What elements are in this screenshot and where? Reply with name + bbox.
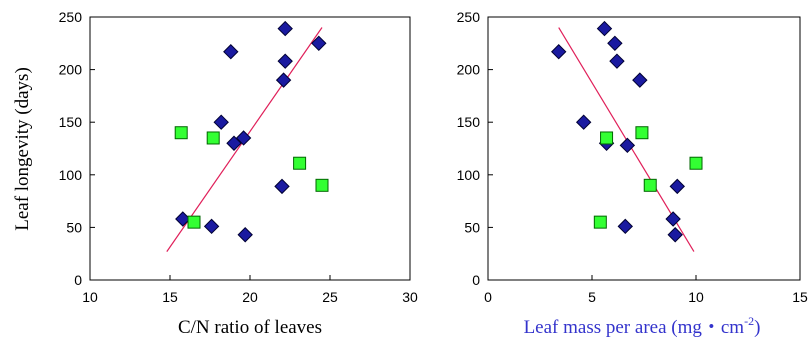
- data-point-diamond: [277, 20, 293, 37]
- y-tick-label: 0: [472, 272, 480, 288]
- data-point-diamond: [213, 114, 229, 130]
- x-tick-label: 20: [242, 289, 258, 305]
- data-point-diamond: [203, 218, 220, 235]
- data-point-diamond: [665, 211, 681, 227]
- y-tick-label: 0: [74, 272, 82, 288]
- data-point-diamond: [551, 44, 567, 60]
- chart-left: 0 50 100 150 200 250 10 15 20 25 30: [59, 9, 418, 305]
- x-axis-title-right: Leaf mass per area (mg・cm-2): [524, 314, 761, 338]
- data-point-square: [187, 215, 201, 229]
- data-point-diamond: [609, 53, 625, 69]
- y-tick-label: 150: [457, 114, 481, 130]
- y-tick-label: 250: [457, 9, 481, 25]
- data-point-diamond: [223, 44, 239, 60]
- data-point-square: [315, 178, 329, 192]
- data-point-square: [293, 156, 307, 170]
- data-point-diamond: [596, 20, 613, 37]
- data-point-square: [206, 131, 220, 145]
- data-point-square: [689, 156, 703, 170]
- y-tick-label: 100: [457, 167, 481, 183]
- x-tick-label: 30: [402, 289, 418, 305]
- data-point-diamond: [632, 72, 648, 88]
- data-point-diamond: [175, 211, 191, 227]
- y-tick-label: 50: [66, 219, 82, 235]
- data-point-diamond: [275, 72, 292, 88]
- data-point-diamond: [607, 35, 623, 52]
- x-tick-label: 0: [484, 289, 492, 305]
- x-tick-label: 15: [792, 289, 808, 305]
- y-tick-label: 200: [457, 62, 481, 78]
- x-tick-label: 10: [688, 289, 704, 305]
- x-axis-title-left: C/N ratio of leaves: [178, 317, 322, 338]
- y-tick-label: 150: [59, 114, 83, 130]
- y-axis-title: Leaf longevity (days): [12, 67, 33, 231]
- x-tick-label: 10: [82, 289, 98, 305]
- data-point-diamond: [226, 135, 242, 151]
- data-point-square: [174, 126, 188, 140]
- data-point-diamond: [575, 114, 592, 130]
- y-tick-label: 50: [464, 219, 480, 235]
- data-point-diamond: [619, 137, 636, 154]
- x-tick-label: 25: [322, 289, 338, 305]
- x-tick-label: 15: [162, 289, 178, 305]
- x-axis-title-right-close: ): [754, 317, 760, 338]
- x-axis-title-right-superscript: -2: [744, 314, 754, 328]
- data-point-diamond: [667, 227, 683, 243]
- chart-right: 0 50 100 150 200 250 0 5 10 15: [457, 9, 808, 305]
- data-point-diamond: [237, 227, 253, 243]
- x-axis-title-right-main: Leaf mass per area (mg・cm: [524, 317, 745, 338]
- data-point-square: [600, 131, 614, 145]
- data-point-diamond: [277, 53, 293, 69]
- y-tick-label: 200: [59, 62, 83, 78]
- data-point-diamond: [311, 35, 327, 52]
- plot-frame: [487, 16, 801, 281]
- y-tick-label: 250: [59, 9, 83, 25]
- data-point-diamond: [235, 130, 252, 146]
- data-point-square: [643, 178, 657, 192]
- data-point-diamond: [617, 218, 633, 235]
- data-point-diamond: [669, 178, 685, 195]
- y-tick-label: 100: [59, 167, 83, 183]
- data-point-square: [635, 126, 649, 140]
- data-point-diamond: [274, 178, 290, 195]
- x-tick-label: 5: [588, 289, 596, 305]
- data-point-square: [593, 215, 607, 229]
- plot-frame: [89, 16, 411, 281]
